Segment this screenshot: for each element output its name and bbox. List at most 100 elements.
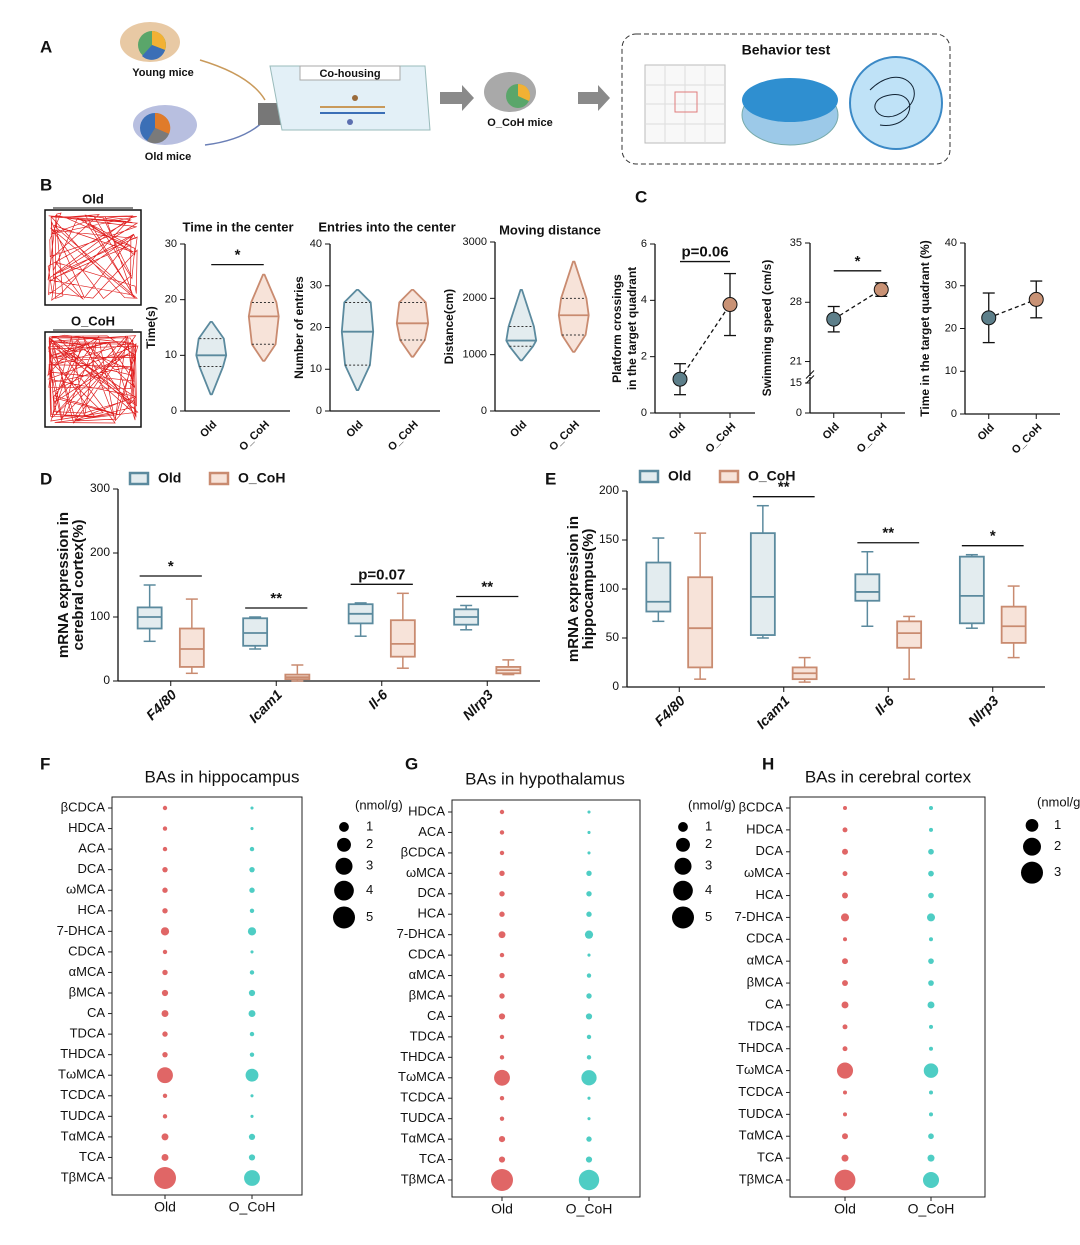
violin xyxy=(340,289,375,391)
bubble xyxy=(250,950,254,954)
bubble xyxy=(842,805,848,811)
connector xyxy=(679,304,731,380)
y-tick-label: 21 xyxy=(790,355,802,367)
y-tick-label: 300 xyxy=(90,481,110,495)
x-tick-label: O_CoH xyxy=(386,419,421,454)
bubble xyxy=(498,1013,506,1020)
mean-dot xyxy=(672,371,688,387)
legend-label: 2 xyxy=(705,836,712,851)
bubble xyxy=(250,1094,254,1098)
y-axis-label: Time(s) xyxy=(144,306,158,348)
y-tick-label: TCA xyxy=(757,1150,783,1165)
bubble xyxy=(162,826,168,831)
y-tick-label: THDCA xyxy=(60,1046,105,1061)
y-tick-label: CA xyxy=(87,1005,105,1020)
mean-dot xyxy=(1028,291,1044,307)
label: O_CoH mice xyxy=(487,117,552,129)
legend-bubble xyxy=(334,880,354,901)
y-tick-label: THDCA xyxy=(400,1049,445,1064)
y-tick-label: CA xyxy=(427,1008,445,1023)
y-tick-label: ACA xyxy=(78,841,105,856)
y-tick-label: 10 xyxy=(165,349,177,361)
y-tick-label: 20 xyxy=(165,294,177,306)
box xyxy=(136,606,163,630)
bubble xyxy=(586,1136,592,1142)
legend-label: 5 xyxy=(366,909,373,924)
chart-title: BAs in cerebral cortex xyxy=(805,767,972,786)
bubble xyxy=(162,805,168,811)
legend-label: 4 xyxy=(705,882,712,897)
significance-label: * xyxy=(855,253,861,270)
y-axis-label: cerebral cortex(%) xyxy=(70,520,87,651)
y-tick-label: 10 xyxy=(310,363,322,375)
bubble xyxy=(928,1046,934,1051)
legend-label: O_CoH xyxy=(238,470,285,486)
bubble xyxy=(499,911,505,917)
violin xyxy=(195,321,228,396)
bubble xyxy=(499,870,505,877)
mean-dot xyxy=(826,311,842,327)
y-tick-label: DCA xyxy=(756,843,784,858)
feces xyxy=(347,119,353,125)
y-tick-label: 200 xyxy=(599,483,619,497)
trace-label: Old xyxy=(82,191,104,206)
y-tick-label: 1000 xyxy=(463,349,487,361)
significance-label: ** xyxy=(481,578,493,595)
box xyxy=(958,555,985,625)
x-tick-label: Old xyxy=(508,419,529,440)
x-tick-label: Old xyxy=(820,421,841,442)
y-tick-label: βCDCA xyxy=(401,844,446,859)
y-axis-label: Time in the target quadrant (%) xyxy=(918,240,932,416)
y-tick-label: ACA xyxy=(418,824,445,839)
y-tick-label: TβMCA xyxy=(401,1171,446,1186)
bubble xyxy=(926,913,936,922)
legend-bubble xyxy=(333,906,355,929)
bubble xyxy=(499,850,505,856)
legend-label: 3 xyxy=(366,858,373,873)
bubble xyxy=(248,1154,256,1161)
y-tick-label: TDCA xyxy=(410,1028,446,1043)
x-tick-label: Old xyxy=(975,422,996,443)
y-tick-label: 7-DHCA xyxy=(397,926,446,941)
y-tick-label: TωMCA xyxy=(398,1069,445,1084)
x-tick-label: Icam1 xyxy=(246,686,286,726)
legend-label: Old xyxy=(158,470,181,486)
bubble xyxy=(586,1034,592,1040)
y-tick-label: 40 xyxy=(945,237,957,249)
bubble xyxy=(249,866,255,873)
y-tick-label: 6 xyxy=(641,238,647,250)
y-tick-label: 0 xyxy=(796,407,802,419)
bubble xyxy=(928,1024,934,1029)
label: Young mice xyxy=(132,67,194,79)
pie-slice xyxy=(518,83,531,101)
bubble xyxy=(587,1117,591,1121)
significance-label: ** xyxy=(778,479,790,496)
y-tick-label: HCA xyxy=(756,887,784,902)
bubble xyxy=(249,970,255,975)
y-tick-label: TUDCA xyxy=(400,1110,445,1125)
bubble xyxy=(162,1093,168,1098)
y-tick-label: 30 xyxy=(310,280,322,292)
panel-label: H xyxy=(762,754,774,773)
bubble xyxy=(836,1062,854,1079)
water-surface xyxy=(742,78,838,122)
bubble xyxy=(928,827,934,832)
legend-label: 3 xyxy=(1054,864,1061,879)
plot-frame xyxy=(451,799,641,1198)
bubble xyxy=(928,1133,934,1140)
x-tick-label: Old xyxy=(834,1201,856,1217)
bubble xyxy=(248,1133,256,1141)
significance-label: * xyxy=(168,558,174,575)
y-tick-label: 2000 xyxy=(463,292,487,304)
bubble xyxy=(923,1063,939,1078)
bubble xyxy=(587,953,591,957)
bubble xyxy=(581,1070,597,1086)
y-tick-label: TCDCA xyxy=(400,1090,445,1105)
y-tick-label: TUDCA xyxy=(738,1106,783,1121)
y-tick-label: 7-DHCA xyxy=(735,909,784,924)
y-axis-label: in the target quadrant xyxy=(625,267,639,390)
y-tick-label: βCDCA xyxy=(61,799,106,814)
behavior-box xyxy=(621,33,951,165)
y-tick-label: CA xyxy=(765,996,783,1011)
legend-title: (nmol/g) xyxy=(688,797,736,812)
